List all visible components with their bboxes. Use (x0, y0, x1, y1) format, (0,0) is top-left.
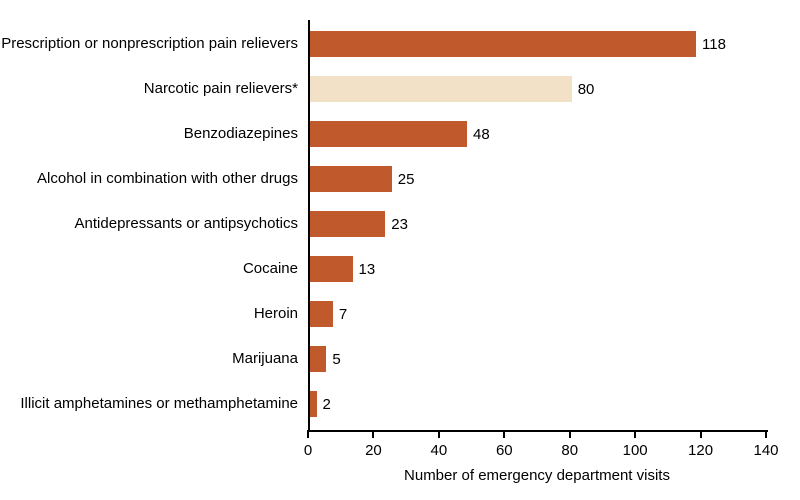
bar (310, 121, 467, 147)
y-label: Marijuana (232, 351, 298, 368)
bar-value-label: 48 (473, 127, 490, 142)
bar (310, 346, 326, 372)
x-tick-label: 120 (688, 442, 713, 459)
y-label: Heroin (254, 306, 298, 323)
y-label: Cocaine (243, 261, 298, 278)
x-tick (569, 430, 571, 438)
bar-value-label: 80 (578, 82, 595, 97)
x-tick (634, 430, 636, 438)
bar-value-label: 5 (332, 352, 340, 367)
x-tick-label: 60 (496, 442, 513, 459)
bar-value-label: 23 (391, 217, 408, 232)
y-label: Illicit amphetamines or methamphetamine (20, 396, 298, 413)
x-tick-label: 0 (304, 442, 312, 459)
y-label: Alcohol in combination with other drugs (37, 171, 298, 188)
x-tick-label: 40 (431, 442, 448, 459)
bar (310, 31, 696, 57)
bar-value-label: 25 (398, 172, 415, 187)
x-tick (307, 430, 309, 438)
x-tick-label: 100 (623, 442, 648, 459)
y-label: Narcotic pain relievers* (144, 81, 298, 98)
y-label: Prescription or nonprescription pain rel… (1, 36, 298, 53)
x-axis-title: Number of emergency department visits (308, 467, 766, 484)
x-tick (438, 430, 440, 438)
x-tick-label: 80 (561, 442, 578, 459)
ed-visits-bar-chart: Prescription or nonprescription pain rel… (0, 0, 800, 500)
x-tick-label: 20 (365, 442, 382, 459)
bar (310, 391, 317, 417)
x-tick (372, 430, 374, 438)
bar (310, 256, 353, 282)
bar-value-label: 13 (359, 262, 376, 277)
bar (310, 211, 385, 237)
bar-value-label: 118 (702, 37, 726, 52)
y-label: Antidepressants or antipsychotics (75, 216, 298, 233)
x-tick (700, 430, 702, 438)
bar-value-label: 7 (339, 307, 347, 322)
bar (310, 301, 333, 327)
bar-value-label: 2 (323, 397, 331, 412)
x-tick (765, 430, 767, 438)
x-tick (503, 430, 505, 438)
y-label: Benzodiazepines (184, 126, 298, 143)
bar (310, 76, 572, 102)
bar (310, 166, 392, 192)
x-tick-label: 140 (753, 442, 778, 459)
